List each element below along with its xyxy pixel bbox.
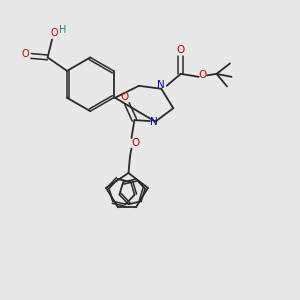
Text: H: H [59,25,66,35]
Text: N: N [158,80,165,90]
Text: O: O [131,138,139,148]
Text: O: O [121,92,129,102]
Text: O: O [177,45,185,55]
Text: N: N [150,117,158,127]
Text: O: O [198,70,206,80]
Text: O: O [51,28,58,38]
Text: O: O [22,49,30,58]
